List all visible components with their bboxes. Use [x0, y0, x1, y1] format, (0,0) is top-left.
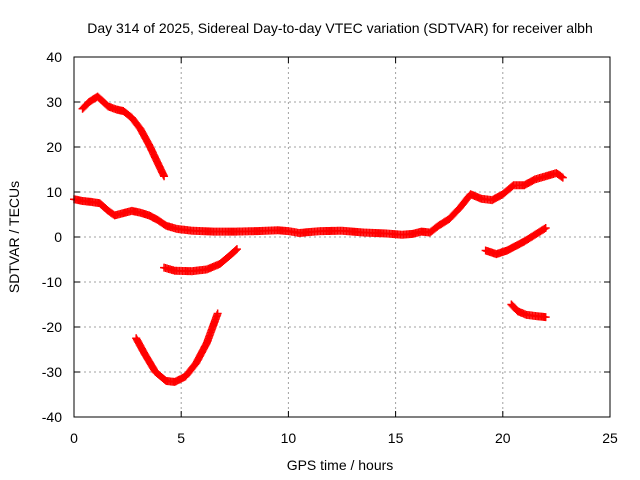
axis-ticks-layer: 0 5 10 15 20 25 -40 -30 -20 -10 0 10 20 30 40 [42, 49, 618, 446]
x-axis-label: GPS time / hours [287, 457, 394, 473]
y-tick-label: -30 [42, 364, 62, 380]
x-tick-label: 25 [602, 430, 618, 446]
data-point [541, 224, 550, 232]
data-point [160, 172, 169, 181]
y-tick-label: 30 [46, 94, 62, 110]
y-tick-label: -40 [42, 409, 62, 425]
y-tick-label: 0 [54, 229, 62, 245]
data-series-arc-1 [78, 92, 169, 181]
data-point [232, 245, 241, 254]
data-series-arc-5 [481, 224, 550, 259]
data-series-arc-2 [70, 169, 567, 239]
data-point [540, 224, 549, 233]
y-tick-label: 40 [46, 49, 62, 65]
y-tick-label: 10 [46, 184, 62, 200]
x-tick-label: 5 [177, 430, 185, 446]
data-series-arc-3 [160, 245, 241, 276]
data-point [231, 246, 240, 255]
y-tick-label: -20 [42, 319, 62, 335]
data-point [541, 313, 550, 322]
data-series-arc-4 [132, 309, 222, 386]
chart-title: Day 314 of 2025, Sidereal Day-to-day VTE… [87, 20, 593, 36]
data-marks-layer [70, 92, 567, 386]
data-series-arc-6 [507, 300, 550, 322]
x-tick-label: 20 [495, 430, 511, 446]
y-tick-label: -10 [42, 274, 62, 290]
x-tick-label: 10 [281, 430, 297, 446]
x-tick-label: 15 [388, 430, 404, 446]
data-point [558, 173, 567, 182]
y-axis-label: SDTVAR / TECUs [6, 181, 22, 293]
data-point [213, 309, 222, 318]
grid-layer [74, 57, 610, 417]
data-point [557, 172, 566, 181]
x-tick-label: 0 [70, 430, 78, 446]
y-tick-label: 20 [46, 139, 62, 155]
